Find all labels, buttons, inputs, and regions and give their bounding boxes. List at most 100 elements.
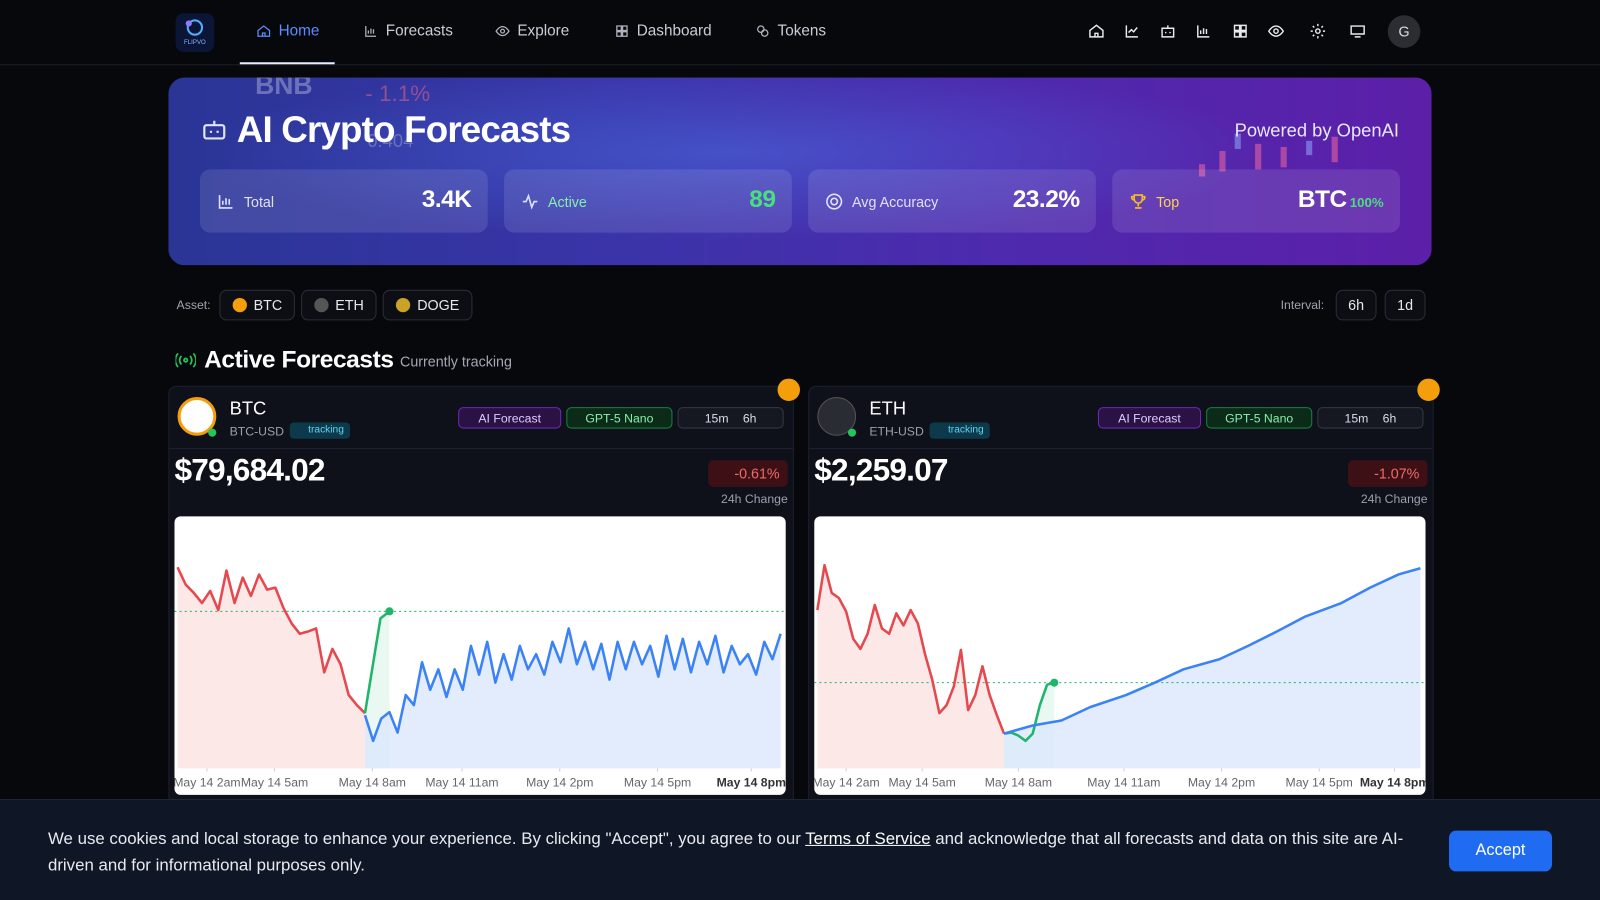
nav-label: Home bbox=[278, 22, 320, 40]
series-line bbox=[1003, 681, 1055, 743]
bg-candles bbox=[1198, 133, 1338, 177]
card-pair: BTC-USD bbox=[229, 424, 285, 439]
cookie-banner: We use cookies and local storage to enha… bbox=[0, 798, 1600, 900]
stat-value: 23.2% bbox=[1013, 186, 1080, 215]
bg-text: 0.404 bbox=[367, 130, 414, 152]
x-tick-label: May 14 8pm bbox=[1360, 776, 1426, 790]
nav-item[interactable]: Dashboard bbox=[614, 22, 712, 40]
icon-path bbox=[757, 25, 769, 37]
icon-path bbox=[218, 195, 233, 209]
status-dot bbox=[208, 428, 217, 437]
icon bbox=[365, 26, 377, 37]
tag: GPT-5 Nano bbox=[1206, 407, 1313, 429]
icon bbox=[757, 25, 769, 37]
icon-path bbox=[495, 26, 510, 37]
stat-value-text: 3.4K bbox=[421, 185, 472, 214]
icon bbox=[522, 193, 538, 210]
stat-label: Top bbox=[1156, 193, 1180, 211]
terms-link[interactable]: Terms of Service bbox=[805, 829, 931, 848]
icon-path bbox=[1130, 194, 1146, 209]
icon-path bbox=[1350, 25, 1365, 38]
stat-card: Avg Accuracy 23.2% bbox=[808, 169, 1096, 233]
icon bbox=[1197, 25, 1210, 38]
change-badge: -0.61% bbox=[707, 460, 788, 487]
powered-by: Powered by OpenAI bbox=[1234, 120, 1399, 141]
nav-label: Dashboard bbox=[636, 22, 712, 40]
nav-label: Tokens bbox=[777, 22, 827, 40]
icon-path bbox=[616, 25, 628, 37]
icon-path bbox=[1233, 24, 1247, 38]
nav-label: Explore bbox=[517, 22, 570, 40]
asset-name: ETH bbox=[335, 296, 364, 314]
asset-filter[interactable]: DOGE bbox=[382, 289, 473, 321]
asset-filter[interactable]: BTC bbox=[219, 289, 295, 321]
icon bbox=[495, 26, 510, 37]
x-tick-label: May 14 11am bbox=[1087, 776, 1160, 790]
tag: AI Forecast bbox=[1097, 407, 1202, 429]
active-underline bbox=[239, 62, 335, 65]
nav-bar bbox=[0, 0, 1600, 66]
status-pill: tracking bbox=[289, 422, 351, 439]
nav-item[interactable]: Forecasts bbox=[363, 22, 453, 40]
status-dot bbox=[847, 428, 857, 437]
hero-title: AI Crypto Forecasts bbox=[236, 108, 571, 150]
logo[interactable]: FLIPVO bbox=[175, 13, 215, 53]
series-area bbox=[817, 565, 1005, 769]
nav-item[interactable]: Explore bbox=[495, 22, 570, 40]
interval-filter[interactable]: 6h bbox=[1335, 289, 1377, 321]
x-tick-label: May 14 8am bbox=[985, 776, 1052, 790]
card-pair: ETH-USD bbox=[869, 424, 924, 439]
timing-pill: 15m 6h bbox=[1317, 407, 1424, 429]
x-tick-label: May 14 11am bbox=[425, 776, 498, 790]
change-label: 24h Change bbox=[1360, 491, 1428, 507]
star-badge bbox=[777, 378, 800, 402]
series-line bbox=[1003, 567, 1421, 735]
series-line bbox=[816, 563, 1006, 735]
x-tick-label: May 14 2pm bbox=[526, 776, 593, 790]
series-line bbox=[363, 627, 782, 743]
forecast-card[interactable]: BTC BTC-USD tracking AI Forecast GPT-5 Nano 1… bbox=[168, 378, 800, 817]
interval-filter[interactable]: 1d bbox=[1384, 289, 1426, 321]
change-label: 24h Change bbox=[721, 491, 788, 507]
timing-pill: 15m 6h bbox=[677, 407, 784, 429]
divider bbox=[809, 447, 1433, 449]
icon bbox=[1161, 25, 1175, 38]
icon bbox=[1233, 24, 1247, 38]
asset-label: Asset: bbox=[176, 297, 211, 313]
icon-path bbox=[1267, 25, 1285, 37]
horizon: 6h bbox=[1382, 410, 1397, 425]
icon bbox=[1125, 25, 1138, 38]
stat-value-text: 23.2% bbox=[1012, 185, 1080, 214]
icon bbox=[218, 195, 233, 209]
asset-icon bbox=[395, 297, 411, 313]
tag: GPT-5 Nano bbox=[566, 407, 673, 429]
x-tick-label: May 14 2pm bbox=[1188, 776, 1255, 790]
accept-button[interactable]: Accept bbox=[1448, 830, 1553, 872]
x-tick-label: May 14 5pm bbox=[1286, 776, 1353, 790]
asset-icon bbox=[232, 297, 247, 313]
status-pill: tracking bbox=[929, 422, 990, 439]
icon bbox=[826, 193, 843, 210]
avatar[interactable]: G bbox=[1387, 15, 1421, 48]
icon-path bbox=[826, 193, 843, 210]
section-title: Active Forecasts bbox=[204, 345, 394, 374]
x-tick-label: May 14 2am bbox=[174, 776, 240, 790]
asset-filter[interactable]: ETH bbox=[301, 289, 377, 321]
forecast-point bbox=[385, 607, 394, 616]
icon bbox=[1350, 25, 1365, 38]
card-symbol: BTC bbox=[229, 397, 267, 419]
nav-item[interactable]: Tokens bbox=[755, 22, 827, 40]
forecast-card[interactable]: ETH ETH-USD tracking AI Forecast GPT-5 Nano 1… bbox=[808, 378, 1440, 817]
icon bbox=[1089, 24, 1104, 38]
stat-card: Total 3.4K bbox=[199, 169, 488, 233]
icon bbox=[1310, 23, 1326, 39]
bg-text: BNB bbox=[255, 77, 313, 100]
logo-text: FLIPVO bbox=[184, 39, 206, 46]
icon bbox=[616, 25, 628, 37]
forecast-point bbox=[1050, 678, 1059, 687]
x-tick-label: May 14 5am bbox=[241, 776, 308, 790]
nav-item[interactable]: Home bbox=[256, 22, 320, 40]
asset-name: DOGE bbox=[417, 296, 460, 314]
interval: 15m bbox=[1344, 410, 1369, 425]
